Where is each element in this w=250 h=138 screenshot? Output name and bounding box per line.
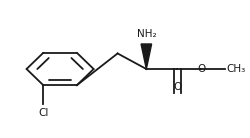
Text: Cl: Cl	[38, 108, 48, 118]
Text: CH₃: CH₃	[226, 64, 246, 74]
Text: NH₂: NH₂	[136, 29, 156, 39]
Text: O: O	[198, 64, 206, 74]
Text: O: O	[173, 82, 182, 92]
Polygon shape	[141, 44, 152, 69]
